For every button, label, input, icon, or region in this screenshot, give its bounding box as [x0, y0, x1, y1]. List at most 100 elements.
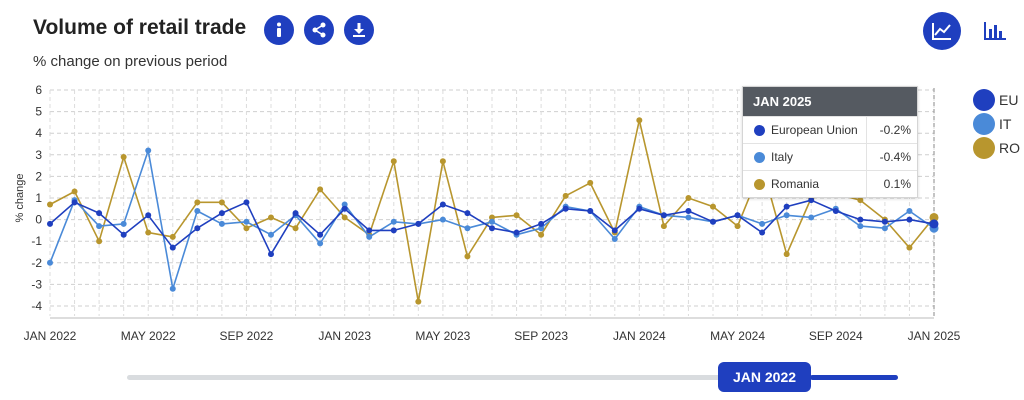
data-point-ro	[169, 233, 176, 240]
data-point-eu	[832, 207, 839, 214]
data-point-eu	[218, 210, 225, 217]
info-button[interactable]	[264, 15, 294, 45]
data-point-ro	[464, 253, 471, 260]
page-title: Volume of retail trade	[33, 16, 247, 39]
data-point-it	[390, 218, 397, 225]
download-button[interactable]	[344, 15, 374, 45]
chart-axes: 6 5 4 3 2 1 0 -1 -2 -3 -4 JAN 2022 MAY 2022 SEP 2022 J…	[14, 83, 961, 343]
data-point-ro	[562, 192, 569, 199]
legend-item-eu[interactable]: EU	[973, 88, 1024, 112]
data-point-eu	[783, 203, 790, 210]
data-point-it	[145, 147, 152, 154]
x-tick-label: JAN 2024	[613, 329, 666, 343]
tooltip-series-name: Romania	[771, 177, 820, 191]
legend-marker-eu	[973, 89, 995, 111]
y-tick-label: -1	[31, 234, 42, 248]
data-point-ro	[390, 158, 397, 165]
y-tick-label: 6	[35, 83, 42, 97]
data-point-eu	[636, 205, 643, 212]
data-point-ro	[194, 199, 201, 206]
data-point-it	[857, 223, 864, 230]
legend-label-eu: EU	[999, 92, 1019, 108]
share-button[interactable]	[304, 15, 334, 45]
data-point-eu	[194, 225, 201, 232]
data-point-eu	[906, 216, 913, 223]
x-tick-label: JAN 2025	[908, 329, 961, 343]
x-tick-label: JAN 2023	[318, 329, 371, 343]
data-point-ro	[218, 199, 225, 206]
data-point-eu	[145, 212, 152, 219]
time-range-slider-handle[interactable]: JAN 2022	[718, 362, 811, 392]
data-point-eu	[47, 220, 53, 227]
y-tick-label: 3	[35, 148, 42, 162]
time-range-slider-track[interactable]	[127, 375, 898, 380]
data-point-eu	[120, 231, 127, 238]
data-point-eu	[513, 229, 520, 236]
legend-marker-ro	[973, 137, 995, 159]
data-point-ro	[857, 197, 864, 204]
y-tick-label: 5	[35, 105, 42, 119]
data-point-eu	[464, 210, 471, 217]
legend-item-it[interactable]: IT	[973, 112, 1024, 136]
tooltip-series-value: 0.1%	[866, 171, 911, 197]
data-point-it	[538, 225, 545, 232]
tooltip-series-value: -0.2%	[866, 117, 911, 143]
data-point-it	[611, 236, 618, 243]
data-point-eu	[169, 244, 176, 251]
data-point-ro	[660, 223, 667, 230]
data-point-ro	[587, 179, 594, 186]
bar-view-button[interactable]	[976, 12, 1014, 50]
y-tick-label: -3	[31, 277, 42, 291]
data-point-it	[808, 214, 815, 221]
data-point-it	[218, 220, 225, 227]
data-point-it	[341, 201, 348, 208]
data-point-it	[194, 207, 201, 214]
data-point-it	[317, 240, 324, 247]
data-point-eu	[734, 212, 741, 219]
data-point-eu	[929, 219, 939, 229]
line-view-button[interactable]	[923, 12, 961, 50]
y-tick-label: -2	[31, 256, 42, 270]
data-point-eu	[317, 231, 324, 238]
data-point-ro	[636, 117, 643, 124]
y-tick-label: 1	[35, 191, 42, 205]
data-point-it	[169, 285, 176, 292]
download-icon	[353, 23, 365, 37]
tooltip-marker-ro	[754, 178, 765, 190]
x-tick-label: MAY 2023	[415, 329, 470, 343]
tooltip-row-it: Italy -0.4%	[743, 143, 917, 170]
chart-subtitle: % change on previous period	[33, 53, 228, 70]
x-tick-label: SEP 2024	[809, 329, 863, 343]
data-point-eu	[660, 212, 667, 219]
data-point-ro	[341, 214, 348, 221]
legend-item-ro[interactable]: RO	[973, 136, 1024, 160]
data-point-ro	[734, 223, 741, 230]
data-point-ro	[47, 201, 53, 208]
data-point-eu	[341, 205, 348, 212]
data-point-it	[685, 214, 692, 221]
tooltip-marker-eu	[754, 124, 765, 136]
data-point-eu	[685, 207, 692, 214]
x-tick-label: JAN 2022	[24, 329, 77, 343]
line-chart-icon	[932, 23, 951, 40]
x-tick-label: MAY 2024	[710, 329, 765, 343]
tooltip-series-name: European Union	[771, 123, 858, 137]
data-point-it	[489, 218, 495, 225]
tooltip-title: JAN 2025	[743, 87, 917, 116]
y-tick-label: 0	[35, 213, 42, 227]
line-chart: 6 5 4 3 2 1 0 -1 -2 -3 -4 JAN 2022 MAY 2022 SEP 2022 J…	[14, 83, 961, 343]
data-point-it	[366, 233, 373, 240]
tooltip-marker-it	[754, 151, 765, 163]
data-point-eu	[538, 220, 545, 227]
data-point-eu	[292, 210, 299, 217]
data-point-ro	[120, 153, 127, 160]
data-point-it	[120, 220, 127, 227]
y-tick-label: 4	[35, 126, 42, 140]
data-point-eu	[587, 207, 594, 214]
data-point-it	[47, 259, 53, 266]
data-point-eu	[489, 225, 495, 232]
data-point-it	[759, 220, 766, 227]
data-point-ro	[145, 229, 152, 236]
data-point-eu	[268, 251, 274, 258]
data-point-it	[268, 231, 274, 238]
